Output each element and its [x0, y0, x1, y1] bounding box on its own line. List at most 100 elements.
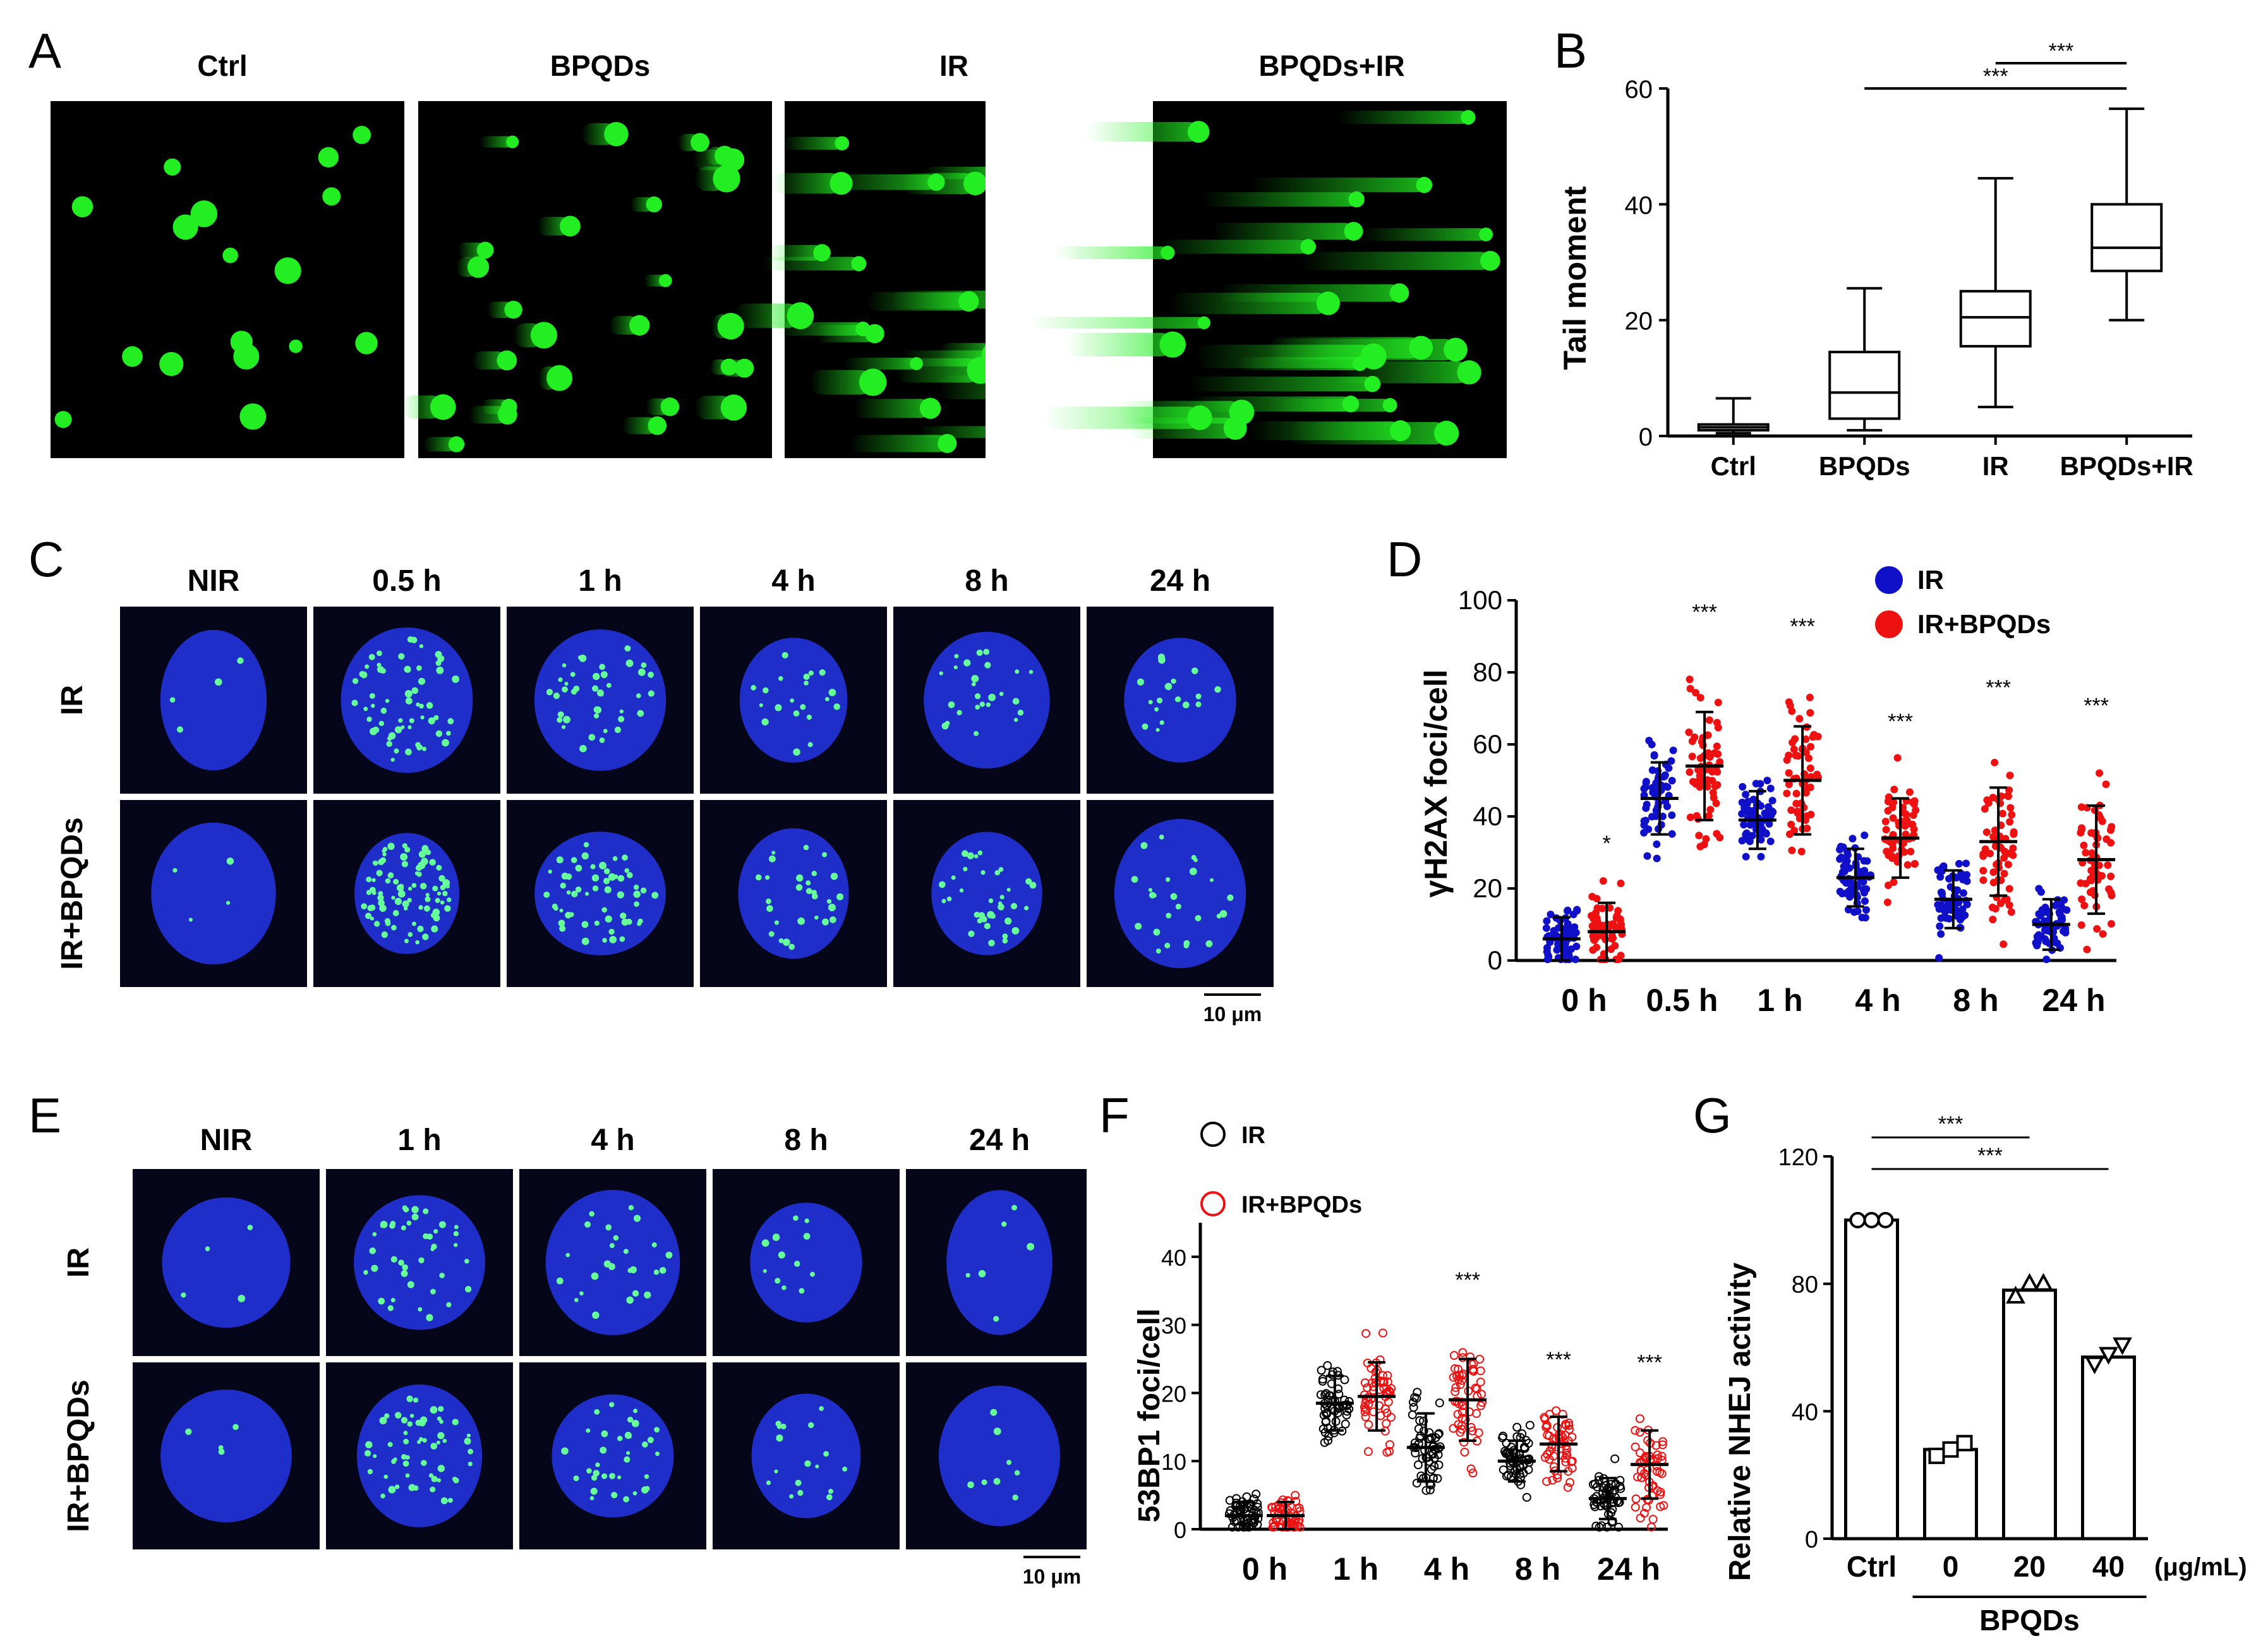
focus-dot — [404, 938, 409, 943]
focus-dot — [438, 875, 445, 882]
data-point — [1945, 875, 1953, 883]
focus-dot — [766, 905, 773, 912]
comet-tail — [924, 166, 986, 179]
focus-dot — [954, 653, 959, 658]
focus-dot — [543, 891, 550, 898]
focus-dot — [467, 1448, 474, 1455]
focus-dot — [439, 1273, 445, 1278]
comet-head — [835, 136, 849, 151]
focus-dot — [1166, 912, 1172, 919]
data-point — [1704, 731, 1712, 739]
data-point — [1542, 924, 1550, 932]
comet-head — [1389, 283, 1409, 303]
focus-dot — [465, 1286, 472, 1293]
focus-dot — [438, 1221, 446, 1228]
panel-a-comet-images: Ctrl BPQDs IR — [51, 49, 986, 458]
comet-head — [530, 322, 558, 349]
comet-head — [1409, 336, 1433, 360]
column-label: 4 h — [771, 564, 815, 598]
focus-dot — [218, 1445, 224, 1450]
data-point — [1963, 871, 1971, 879]
focus-dot — [401, 1454, 407, 1460]
data-point — [1466, 1464, 1476, 1474]
focus-dot — [436, 667, 444, 674]
focus-dot — [799, 1288, 805, 1294]
focus-dot — [593, 672, 600, 681]
data-point — [2107, 872, 2115, 880]
data-point — [1692, 689, 1700, 697]
data-point — [1883, 847, 1891, 856]
nucleus — [160, 629, 267, 771]
focus-dot — [599, 737, 605, 743]
data-point — [1955, 859, 1963, 868]
data-point — [1573, 906, 1581, 914]
focus-dot — [445, 883, 450, 889]
focus-dot — [218, 1448, 225, 1455]
comet-tail — [939, 375, 986, 399]
data-point — [1408, 1398, 1418, 1407]
data-point — [1655, 1468, 1665, 1477]
focus-dot — [939, 671, 943, 676]
focus-dot — [402, 843, 407, 849]
focus-dot — [573, 1475, 579, 1481]
comet-head — [660, 397, 680, 416]
data-point — [1889, 814, 1897, 822]
data-point — [2107, 826, 2115, 834]
focus-dot — [788, 943, 795, 950]
data-point — [1989, 916, 1997, 924]
focus-dot — [953, 665, 958, 670]
x-tick-label: 24 h — [1597, 1551, 1660, 1587]
focus-dot — [407, 932, 413, 937]
focus-dot — [369, 1247, 376, 1254]
focus-dot — [401, 1269, 408, 1277]
focus-dot — [188, 918, 193, 922]
comet-head — [289, 339, 303, 353]
focus-dot — [435, 897, 440, 904]
focus-dot — [842, 1466, 848, 1472]
focus-dot — [370, 916, 374, 921]
data-point — [1617, 952, 1625, 960]
data-point — [1468, 1469, 1478, 1478]
focus-dot — [433, 715, 439, 720]
data-point — [1291, 1491, 1300, 1500]
scale-bar-label: 10 μm — [1203, 1003, 1262, 1026]
focus-dot — [1159, 720, 1164, 725]
x-tick-label: IR — [1982, 451, 2009, 481]
focus-dot — [431, 1475, 438, 1482]
focus-dot — [1214, 686, 1221, 693]
focus-dot — [974, 693, 981, 700]
data-point — [1453, 1410, 1463, 1419]
focus-dot — [819, 669, 826, 676]
focus-dot — [454, 1225, 459, 1230]
focus-dot — [559, 908, 564, 912]
data-point — [1692, 778, 1701, 786]
focus-dot — [644, 1486, 650, 1491]
data-point — [2093, 924, 2101, 933]
data-point — [1716, 833, 1724, 842]
data-point — [1656, 1487, 1665, 1497]
data-point — [1590, 1479, 1600, 1489]
nucleus — [938, 1385, 1061, 1527]
focus-dot — [621, 918, 629, 926]
y-tick-label: 40 — [1161, 1245, 1186, 1271]
comet-head — [787, 302, 814, 329]
data-point — [1599, 877, 1607, 885]
focus-dot — [776, 1434, 783, 1442]
data-point — [1542, 1421, 1552, 1431]
comet-tail — [622, 417, 658, 434]
focus-dot — [944, 720, 950, 726]
nucleus — [356, 1384, 483, 1527]
focus-dot — [1011, 1204, 1017, 1211]
y-axis-label: Relative NHEJ activity — [1723, 1263, 1757, 1582]
data-point — [1451, 1387, 1460, 1397]
focus-dot — [393, 878, 399, 885]
comet-head — [919, 397, 941, 419]
x-tick-label: 4 h — [1855, 983, 1900, 1018]
focus-dot — [1183, 940, 1190, 947]
focus-dot — [1131, 876, 1138, 883]
data-point — [1590, 933, 1598, 941]
data-point — [1764, 803, 1773, 811]
data-point — [1786, 701, 1794, 710]
focus-dot — [653, 1269, 660, 1275]
data-point — [1686, 813, 1694, 821]
